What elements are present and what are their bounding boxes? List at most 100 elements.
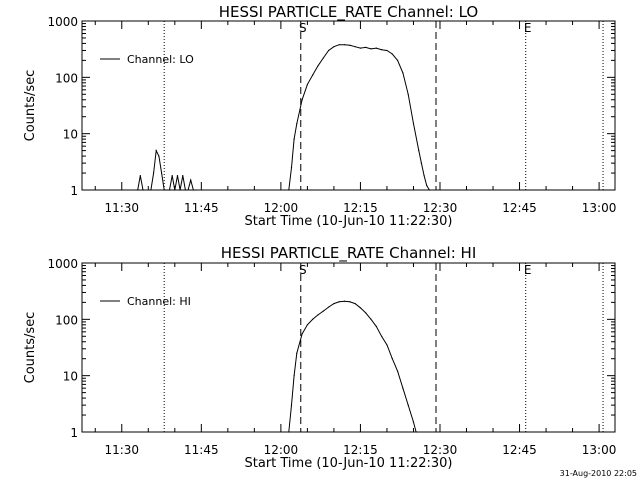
series-point: [171, 175, 173, 177]
series-point: [338, 44, 340, 46]
x-tick-label: 12:00: [264, 443, 299, 457]
series-point: [375, 47, 377, 49]
series-point: [176, 175, 179, 177]
series-point: [312, 74, 314, 76]
series-point: [381, 49, 383, 51]
chart-title: HESSI PARTICLE_RATE Channel: LO: [219, 3, 478, 22]
event-marker-label: E: [524, 21, 532, 35]
series-point: [312, 318, 314, 320]
series-point: [137, 189, 139, 191]
y-axis-label: Counts/sec: [23, 312, 38, 384]
series-point: [343, 300, 346, 302]
event-marker-label: S: [299, 21, 307, 35]
series-point: [423, 175, 425, 177]
x-tick-label: 12:15: [343, 201, 378, 215]
series-point: [158, 155, 160, 157]
y-tick-label: 1: [70, 184, 78, 198]
series-point: [195, 189, 197, 191]
series-point: [322, 57, 324, 59]
series-point: [396, 370, 399, 372]
series-point: [293, 138, 295, 140]
series-point: [290, 404, 293, 406]
series-point: [333, 303, 335, 305]
series-point: [426, 184, 428, 187]
series-point: [328, 49, 330, 52]
x-tick-label: 11:45: [184, 201, 219, 215]
series-point: [160, 172, 163, 174]
series-point: [381, 335, 383, 337]
x-tick-label: 11:45: [184, 443, 219, 457]
y-tick-label: 1000: [47, 257, 78, 271]
series-point: [407, 404, 409, 406]
series-point: [190, 179, 192, 181]
x-tick-label: 12:30: [423, 201, 458, 215]
series-point: [168, 189, 171, 191]
series-point: [301, 99, 303, 101]
event-marker-label: S: [299, 263, 307, 277]
series-point: [338, 301, 340, 303]
series-point: [155, 150, 157, 152]
series-point: [365, 46, 367, 48]
series-point: [322, 310, 324, 312]
legend-label: Channel: HI: [127, 295, 191, 308]
series-point: [349, 44, 351, 46]
series-point: [415, 431, 417, 433]
series-point: [288, 189, 290, 191]
series-point: [396, 59, 399, 61]
series-point: [386, 344, 388, 346]
series-point: [418, 150, 420, 152]
x-axis-label: Start Time (10-Jun-10 11:22:30): [245, 456, 453, 471]
series-line: [288, 300, 417, 433]
x-tick-label: 12:00: [264, 201, 299, 215]
y-tick-label: 100: [55, 313, 78, 327]
series-point: [391, 358, 393, 360]
series-point: [349, 301, 351, 303]
series-point: [165, 189, 167, 191]
x-tick-label: 11:30: [104, 443, 139, 457]
series-point: [386, 49, 388, 52]
series-point: [402, 387, 404, 389]
plot-timestamp: 31-Aug-2010 22:05: [560, 469, 637, 478]
x-tick-label: 13:00: [582, 443, 617, 457]
series-point: [412, 123, 415, 125]
series-point: [293, 375, 295, 377]
x-tick-label: 12:15: [343, 443, 378, 457]
y-tick-label: 10: [63, 370, 78, 384]
series-point: [167, 189, 169, 191]
series-point: [420, 162, 423, 164]
series-point: [301, 333, 303, 335]
chart-title: HESSI PARTICLE_RATE Channel: HI: [221, 244, 477, 263]
series-point: [139, 175, 141, 177]
series-point: [402, 72, 404, 74]
series-point: [290, 166, 293, 169]
series-point: [317, 65, 319, 67]
series-point: [179, 189, 181, 191]
series-point: [317, 314, 319, 316]
lo-channel-panel: HESSI PARTICLE_RATE Channel: LO 11:30 11:4…: [23, 3, 616, 229]
series-point: [365, 312, 367, 314]
series-point: [182, 175, 184, 177]
series-point: [407, 93, 409, 95]
plot-frame: [81, 262, 616, 433]
series-point: [375, 325, 377, 327]
series-point: [359, 307, 362, 309]
series-point: [354, 46, 356, 48]
series-point: [174, 189, 176, 191]
series-point: [428, 189, 430, 191]
series-point: [412, 421, 415, 423]
series-point: [359, 47, 362, 49]
series-point: [370, 48, 372, 50]
series-point: [354, 303, 356, 305]
event-marker-label: E: [524, 263, 532, 277]
series-point: [296, 352, 298, 354]
series-point: [142, 189, 144, 191]
plot-frame: [81, 20, 616, 191]
series-point: [163, 189, 165, 191]
x-tick-label: 11:30: [104, 201, 139, 215]
y-tick-label: 1000: [47, 15, 78, 29]
series-point: [343, 44, 346, 46]
series-point: [187, 189, 189, 191]
x-axis-label: Start Time (10-Jun-10 11:22:30): [245, 214, 453, 229]
series-line: [137, 44, 430, 191]
